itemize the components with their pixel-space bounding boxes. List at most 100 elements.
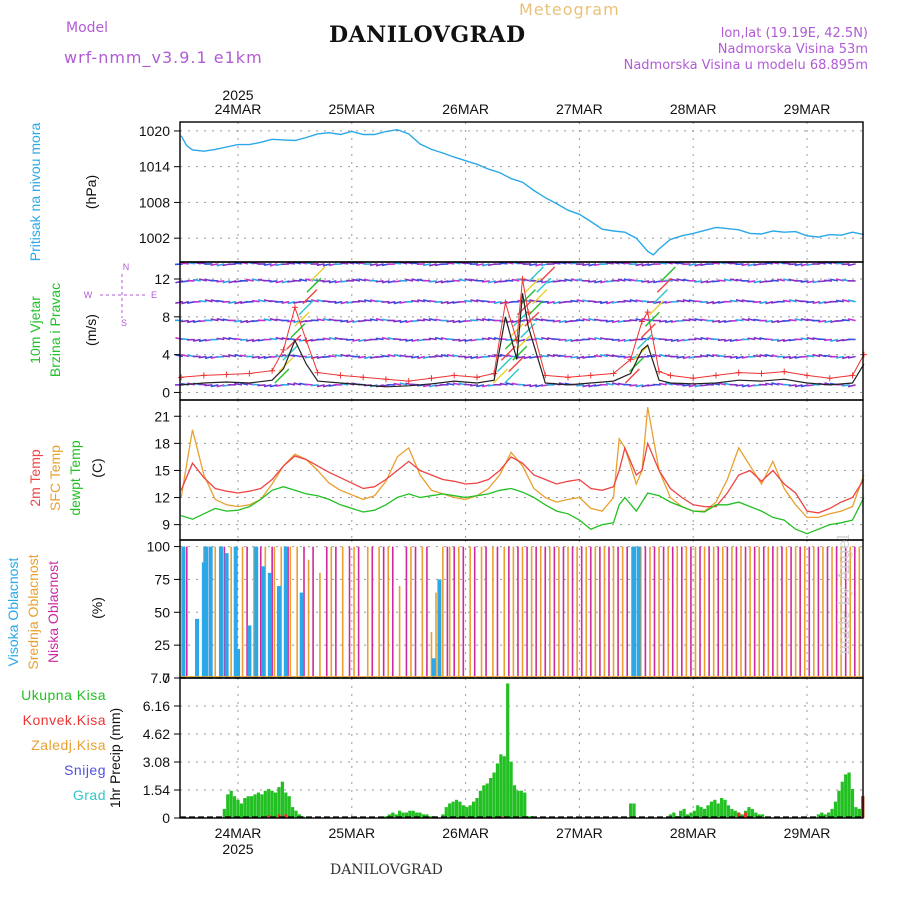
- wind-barb: [310, 384, 319, 387]
- wind-barb: [700, 300, 709, 304]
- wind-barb: [352, 338, 361, 342]
- wind-barb: [505, 382, 514, 386]
- compass-s-label: S: [121, 318, 127, 328]
- wind-barb: [387, 300, 396, 305]
- wind-barb: [476, 263, 485, 267]
- wind-barb: [357, 355, 367, 359]
- x-bottom-year-label: 2025: [222, 841, 253, 857]
- x-bottom-date-label: 28MAR: [670, 825, 717, 841]
- y-tick-label: 1002: [139, 230, 170, 246]
- wind-barb: [487, 280, 496, 284]
- wind-barb: [570, 299, 579, 303]
- wind-barb: [765, 300, 774, 305]
- wind-barb: [582, 384, 591, 388]
- wind-barb: [558, 338, 567, 342]
- wind-barb: [393, 300, 402, 305]
- wind-gust-point: [337, 372, 344, 379]
- cloud-high-bar: [254, 546, 259, 678]
- wind-barb: [587, 355, 597, 358]
- precip-total-bar: [837, 790, 841, 818]
- cloud-high-axis-label: Visoka Oblacnost: [5, 558, 21, 667]
- wind-barb: [717, 279, 726, 282]
- wind-barb: [765, 261, 774, 265]
- precip-total-bar: [854, 807, 858, 818]
- precip-total-bar: [757, 814, 761, 818]
- wind-barb: [682, 319, 691, 322]
- precip-total-bar: [454, 799, 459, 818]
- wind-gust-point: [627, 356, 634, 363]
- wind-barb: [523, 355, 532, 360]
- compass-w-label: W: [84, 290, 93, 300]
- wind-barb: [470, 355, 479, 360]
- wind-gust-point: [758, 370, 765, 377]
- wind-barb: [428, 263, 437, 267]
- wind-barb: [181, 300, 190, 305]
- wind-barb: [664, 382, 673, 386]
- wind-barb: [381, 336, 390, 341]
- wind-barb: [800, 337, 809, 341]
- wind-barb: [588, 337, 597, 341]
- wind-barb: [729, 299, 738, 303]
- wind-gust-arrow: [278, 357, 294, 373]
- wind-barb: [174, 263, 184, 266]
- wind-barb: [216, 337, 225, 341]
- wind-barb: [540, 354, 549, 358]
- wind-barb: [239, 338, 248, 341]
- wind-barb: [611, 319, 620, 324]
- wind-barb: [658, 319, 667, 323]
- wind-barb: [646, 300, 656, 304]
- wind-barb: [487, 336, 496, 341]
- wind-barb: [304, 355, 313, 359]
- wind-barb: [346, 319, 355, 324]
- wind-barb: [782, 299, 791, 303]
- wind-unit-label: (m/s): [83, 314, 99, 346]
- wind-barb: [198, 278, 207, 282]
- wind-gust-arrow: [624, 368, 640, 384]
- wind-gust-arrow: [504, 368, 520, 384]
- cloud-high-bar: [431, 658, 436, 678]
- precip-total-bar: [847, 772, 851, 818]
- wind-barb: [428, 337, 437, 341]
- precip-total-bar: [709, 801, 714, 818]
- wind-barb: [735, 384, 744, 387]
- cloud-high-bar: [224, 553, 229, 678]
- precip-total-bar: [391, 812, 395, 818]
- wind-barb: [611, 338, 620, 342]
- y-tick-label: 9: [162, 517, 170, 533]
- wind-barb: [393, 319, 402, 323]
- y-tick-label: 6.16: [143, 698, 170, 714]
- wind-barb: [269, 317, 278, 322]
- wind-barb: [316, 263, 325, 267]
- precip-total-bar: [516, 790, 520, 818]
- panel-frame: [179, 121, 864, 263]
- wind-barb: [187, 319, 195, 324]
- precip-total-bar: [668, 814, 673, 818]
- wind-barb: [647, 280, 656, 284]
- wind-barb: [753, 280, 762, 284]
- wind-axis-label-1: 10m Vjetar: [27, 296, 43, 364]
- wind-barb: [322, 317, 331, 322]
- wind-barb: [464, 299, 473, 303]
- wind-barb: [847, 263, 856, 267]
- y-tick-label: 0: [162, 384, 170, 400]
- wind-barb: [204, 299, 213, 303]
- wind-barb: [287, 262, 296, 265]
- pressure-series-line: [180, 128, 865, 256]
- wind-barb: [800, 280, 809, 283]
- precip-total-bar: [685, 814, 690, 818]
- precip-total-bar: [246, 796, 250, 818]
- watermark: made by Angel: [834, 534, 853, 655]
- wind-barb: [281, 300, 290, 304]
- x-top-date-label: 28MAR: [670, 101, 717, 117]
- wind-barb: [617, 278, 626, 282]
- wind-barb: [700, 280, 709, 284]
- wind-barb: [417, 299, 426, 303]
- precip-total-bar: [284, 792, 288, 818]
- wind-barb: [198, 299, 207, 303]
- wind-gust-point: [804, 372, 810, 379]
- cloud-high-bar: [247, 625, 252, 678]
- wind-barb: [794, 384, 803, 388]
- precip-total-bar: [499, 754, 503, 818]
- precip-total-bar: [448, 803, 452, 818]
- cloud-high-bar: [276, 586, 281, 678]
